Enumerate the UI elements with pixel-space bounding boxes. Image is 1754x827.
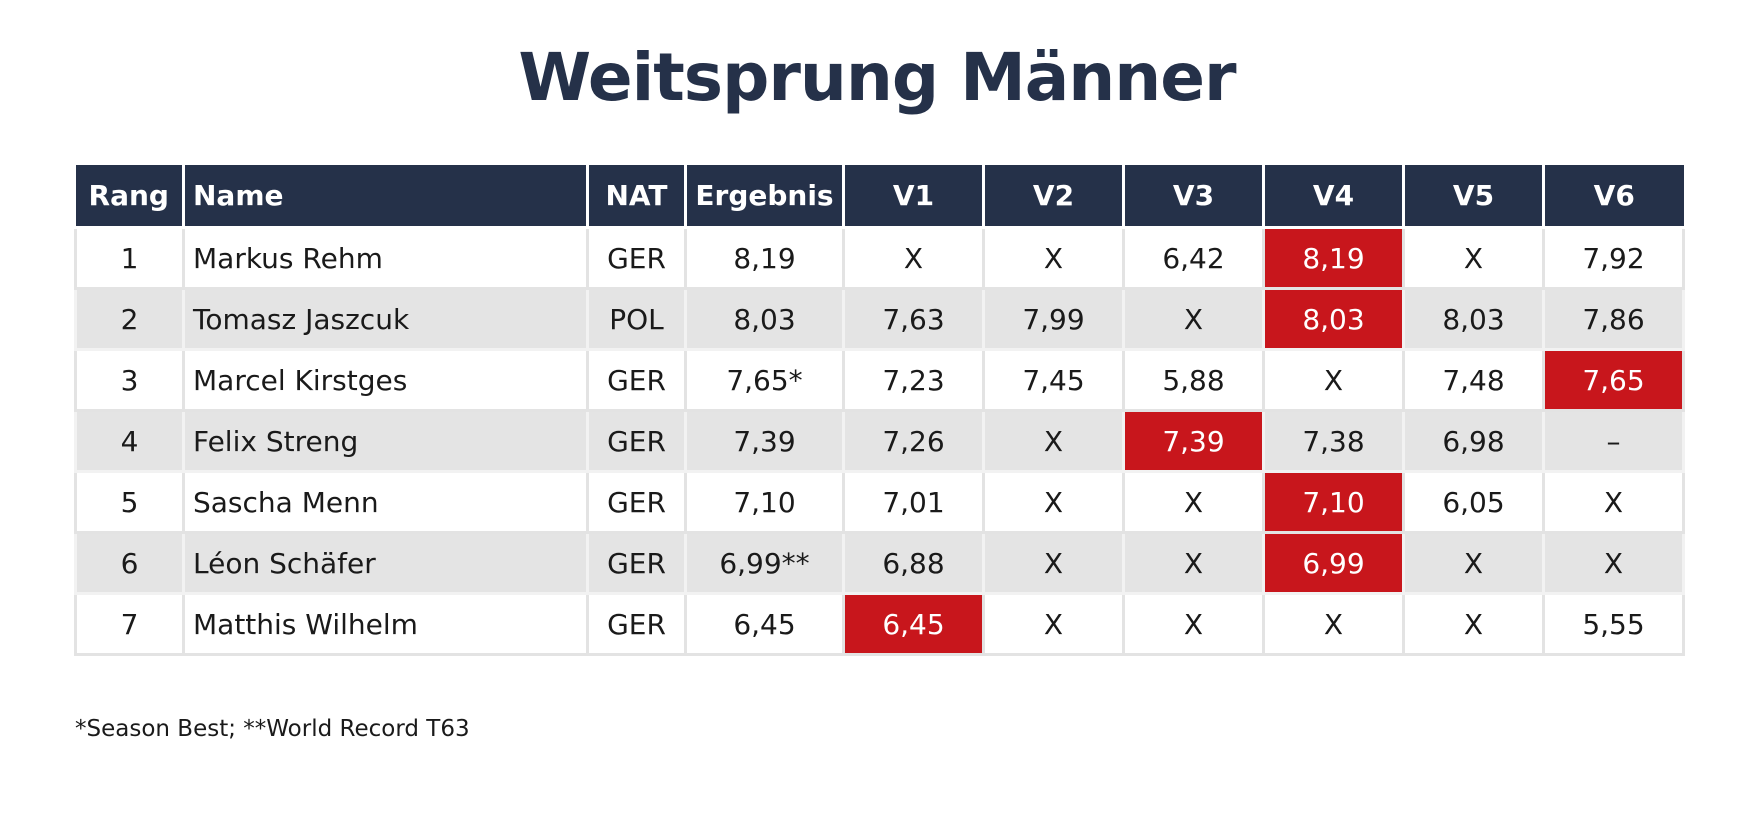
- results-body: 1 Markus Rehm GER 8,19 X X 6,42 8,19 X 7,92 2 Tomas…: [74, 226, 1685, 656]
- cell-attempt-v6: 7,65: [1542, 348, 1685, 412]
- cell-ergebnis: 6,45: [684, 592, 845, 656]
- cell-attempt-v3: 6,42: [1122, 226, 1265, 290]
- cell-ergebnis: 7,39: [684, 409, 845, 473]
- header-ergebnis: Ergebnis: [684, 165, 845, 229]
- cell-attempt-v2: 7,45: [982, 348, 1125, 412]
- cell-attempt-v2: X: [982, 226, 1125, 290]
- header-v4: V4: [1262, 165, 1405, 229]
- header-name: Name: [182, 165, 589, 229]
- header-v2: V2: [982, 165, 1125, 229]
- cell-nat: GER: [586, 348, 687, 412]
- cell-attempt-v3: X: [1122, 531, 1265, 595]
- cell-rang: 3: [74, 348, 185, 412]
- header-v3: V3: [1122, 165, 1265, 229]
- cell-attempt-v6: X: [1542, 531, 1685, 595]
- cell-attempt-v2: X: [982, 531, 1125, 595]
- cell-attempt-v2: X: [982, 592, 1125, 656]
- cell-ergebnis: 8,19: [684, 226, 845, 290]
- cell-attempt-v5: 6,98: [1402, 409, 1545, 473]
- footnote: *Season Best; **World Record T63: [75, 716, 470, 742]
- cell-attempt-v4: X: [1262, 348, 1405, 412]
- cell-rang: 7: [74, 592, 185, 656]
- cell-name: Tomasz Jaszcuk: [182, 287, 589, 351]
- table-row: 7 Matthis Wilhelm GER 6,45 6,45 X X X X 5,55: [74, 592, 1685, 656]
- cell-nat: GER: [586, 409, 687, 473]
- header-rang: Rang: [75, 165, 185, 229]
- cell-rang: 5: [74, 470, 185, 534]
- cell-name: Sascha Menn: [182, 470, 589, 534]
- page-title: Weitsprung Männer: [518, 39, 1236, 116]
- cell-attempt-v5: X: [1402, 592, 1545, 656]
- cell-attempt-v1: 6,45: [842, 592, 985, 656]
- cell-nat: GER: [586, 226, 687, 290]
- cell-attempt-v2: X: [982, 470, 1125, 534]
- cell-attempt-v1: 7,26: [842, 409, 985, 473]
- cell-attempt-v2: X: [982, 409, 1125, 473]
- cell-attempt-v5: X: [1402, 531, 1545, 595]
- cell-name: Léon Schäfer: [182, 531, 589, 595]
- table-row: 4 Felix Streng GER 7,39 7,26 X 7,39 7,38 6,98–: [74, 409, 1685, 473]
- cell-name: Marcel Kirstges: [182, 348, 589, 412]
- cell-attempt-v3: 5,88: [1122, 348, 1265, 412]
- cell-attempt-v6: 5,55: [1542, 592, 1685, 656]
- table-header-row: Rang Name NAT Ergebnis V1 V2 V3 V4 V5 V6: [75, 165, 1684, 229]
- cell-attempt-v1: 7,23: [842, 348, 985, 412]
- header-v1: V1: [842, 165, 985, 229]
- table-row: 2 Tomasz Jaszcuk POL 8,03 7,63 7,99 X 8,03 8,03 7…: [74, 287, 1685, 351]
- cell-nat: POL: [586, 287, 687, 351]
- cell-nat: GER: [586, 592, 687, 656]
- cell-attempt-v4: 7,38: [1262, 409, 1405, 473]
- header-nat: NAT: [586, 165, 687, 229]
- header-v6: V6: [1542, 165, 1684, 229]
- cell-rang: 2: [74, 287, 185, 351]
- cell-attempt-v6: 7,92: [1542, 226, 1685, 290]
- cell-rang: 1: [74, 226, 185, 290]
- cell-nat: GER: [586, 470, 687, 534]
- cell-ergebnis: 7,65*: [684, 348, 845, 412]
- cell-attempt-v1: X: [842, 226, 985, 290]
- table-row: 3 Marcel Kirstges GER 7,65* 7,23 7,45 5,88 X 7,4…: [74, 348, 1685, 412]
- cell-nat: GER: [586, 531, 687, 595]
- cell-attempt-v5: 6,05: [1402, 470, 1545, 534]
- cell-attempt-v2: 7,99: [982, 287, 1125, 351]
- cell-attempt-v6: X: [1542, 470, 1685, 534]
- table-row: 6 Léon Schäfer GER 6,99** 6,88 X X 6,99 X X: [74, 531, 1685, 595]
- cell-attempt-v5: 8,03: [1402, 287, 1545, 351]
- cell-name: Felix Streng: [182, 409, 589, 473]
- cell-attempt-v3: X: [1122, 470, 1265, 534]
- cell-attempt-v5: X: [1402, 226, 1545, 290]
- cell-attempt-v3: 7,39: [1122, 409, 1265, 473]
- cell-attempt-v4: 7,10: [1262, 470, 1405, 534]
- table-row: 5 Sascha Menn GER 7,10 7,01 X X 7,10 6,05 X: [74, 470, 1685, 534]
- cell-attempt-v5: 7,48: [1402, 348, 1545, 412]
- cell-attempt-v4: X: [1262, 592, 1405, 656]
- cell-name: Markus Rehm: [182, 226, 589, 290]
- cell-ergebnis: 8,03: [684, 287, 845, 351]
- cell-rang: 4: [74, 409, 185, 473]
- cell-name: Matthis Wilhelm: [182, 592, 589, 656]
- cell-attempt-v3: X: [1122, 287, 1265, 351]
- cell-attempt-v6: –: [1542, 409, 1685, 473]
- cell-attempt-v1: 7,63: [842, 287, 985, 351]
- cell-attempt-v1: 7,01: [842, 470, 985, 534]
- results-table: Rang Name NAT Ergebnis V1 V2 V3 V4 V5 V6…: [74, 165, 1685, 656]
- cell-attempt-v4: 8,03: [1262, 287, 1405, 351]
- cell-rang: 6: [74, 531, 185, 595]
- cell-attempt-v6: 7,86: [1542, 287, 1685, 351]
- cell-attempt-v4: 6,99: [1262, 531, 1405, 595]
- cell-attempt-v4: 8,19: [1262, 226, 1405, 290]
- cell-attempt-v3: X: [1122, 592, 1265, 656]
- table-row: 1 Markus Rehm GER 8,19 X X 6,42 8,19 X 7,92: [74, 226, 1685, 290]
- cell-ergebnis: 7,10: [684, 470, 845, 534]
- cell-ergebnis: 6,99**: [684, 531, 845, 595]
- cell-attempt-v1: 6,88: [842, 531, 985, 595]
- header-v5: V5: [1402, 165, 1545, 229]
